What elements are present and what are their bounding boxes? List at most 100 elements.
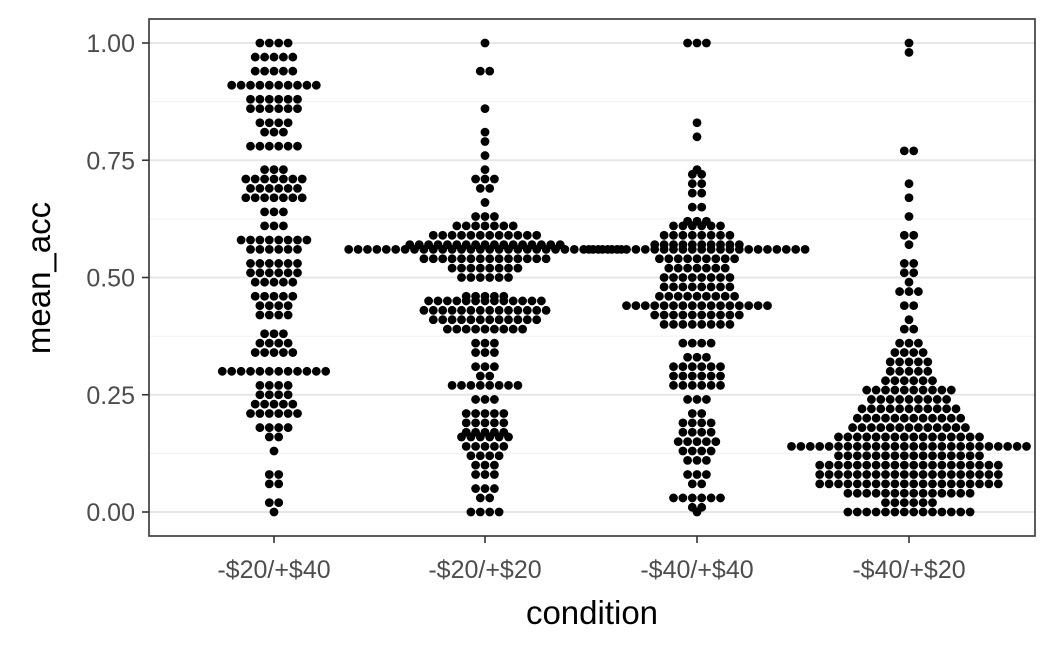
data-point	[283, 94, 293, 104]
data-point	[471, 441, 480, 451]
data-point	[899, 376, 909, 386]
data-point	[447, 315, 457, 325]
data-point	[391, 244, 401, 254]
data-point	[260, 329, 269, 339]
data-point	[424, 296, 433, 306]
data-point	[1003, 441, 1013, 451]
data-point	[692, 254, 702, 264]
data-point	[984, 460, 994, 470]
data-point	[895, 423, 904, 432]
data-point	[965, 507, 975, 517]
data-point	[264, 268, 274, 278]
data-point	[669, 310, 678, 320]
data-point	[255, 409, 265, 418]
data-point	[288, 399, 298, 409]
data-point	[852, 432, 862, 442]
data-point	[283, 118, 293, 128]
data-point	[852, 479, 862, 489]
data-point	[942, 423, 951, 432]
data-point	[800, 244, 810, 254]
data-point	[885, 404, 895, 414]
data-point	[871, 413, 881, 423]
data-point	[678, 282, 688, 292]
data-point	[716, 380, 725, 390]
data-point	[471, 418, 480, 428]
data-point	[899, 488, 909, 498]
data-point	[288, 193, 298, 203]
data-point	[899, 413, 909, 423]
data-point	[269, 66, 279, 76]
y-tick-label: 1.00	[86, 30, 135, 58]
data-point	[781, 244, 791, 254]
data-point	[965, 451, 975, 461]
data-point	[293, 244, 302, 254]
data-point	[965, 432, 975, 442]
data-point	[499, 409, 509, 418]
data-point	[269, 348, 279, 357]
data-point	[669, 301, 678, 311]
data-point	[815, 479, 825, 489]
data-point	[923, 395, 933, 404]
data-point	[673, 254, 683, 264]
data-point	[452, 296, 462, 306]
data-point	[937, 488, 947, 498]
data-point	[311, 80, 321, 90]
data-point	[852, 451, 862, 461]
data-point	[843, 470, 853, 479]
data-point	[537, 296, 546, 306]
data-point	[711, 437, 721, 447]
data-point	[697, 221, 707, 231]
data-point	[461, 441, 471, 451]
data-point	[772, 244, 782, 254]
data-point	[255, 118, 265, 128]
data-point	[852, 470, 862, 479]
data-point	[673, 437, 683, 447]
data-point	[264, 80, 274, 90]
data-point	[876, 395, 886, 404]
data-point	[993, 441, 1003, 451]
data-point	[274, 479, 284, 489]
data-point	[687, 493, 697, 503]
data-point	[255, 38, 265, 48]
data-point	[881, 432, 890, 442]
data-point	[659, 320, 669, 329]
data-point	[975, 479, 984, 489]
data-point	[264, 390, 274, 400]
data-point	[255, 390, 265, 400]
data-point	[274, 338, 284, 348]
data-point	[876, 404, 886, 414]
data-point	[490, 212, 499, 221]
data-point	[937, 470, 947, 479]
data-point	[264, 259, 274, 268]
data-point	[255, 366, 265, 376]
data-point	[909, 488, 919, 498]
data-point	[914, 395, 923, 404]
data-point	[260, 127, 269, 137]
data-point	[532, 244, 542, 254]
data-point	[475, 305, 485, 315]
data-point	[283, 38, 293, 48]
data-point	[706, 446, 716, 456]
data-point	[274, 80, 284, 90]
data-point	[678, 446, 688, 456]
data-point	[480, 470, 490, 479]
data-point	[692, 263, 702, 273]
data-point	[475, 66, 485, 76]
data-point	[508, 221, 518, 231]
y-axis-title: mean_acc	[20, 202, 57, 354]
data-point	[918, 376, 928, 386]
data-point	[513, 263, 523, 273]
data-point	[260, 277, 269, 287]
data-point	[640, 244, 650, 254]
data-point	[264, 498, 274, 508]
data-point	[697, 380, 707, 390]
data-point	[475, 380, 485, 390]
data-point	[485, 315, 495, 325]
data-point	[480, 165, 490, 175]
data-point	[659, 273, 669, 282]
data-point	[895, 338, 904, 348]
data-point	[461, 324, 471, 334]
data-point	[697, 179, 707, 189]
data-point	[241, 174, 251, 184]
data-point	[669, 230, 678, 240]
